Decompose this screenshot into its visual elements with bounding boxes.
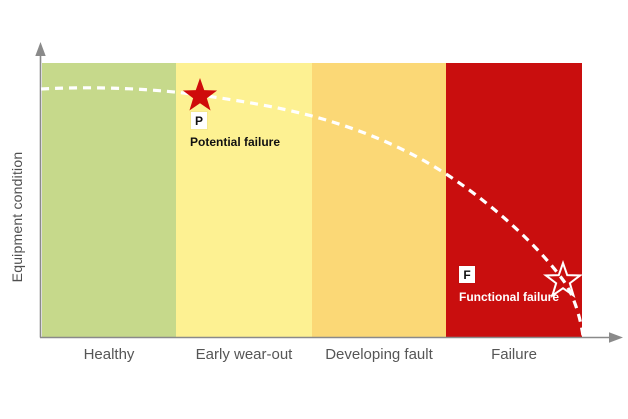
potential-failure-marker-badge: P <box>191 112 207 129</box>
functional-failure-marker-badge: F <box>459 266 475 283</box>
x-axis-label-developing-fault: Developing fault <box>325 346 433 363</box>
zone-developing-fault <box>312 63 446 337</box>
functional-failure-label: Functional failure <box>459 290 560 304</box>
y-axis-arrow-icon <box>35 42 46 56</box>
degradation-curve <box>40 86 585 337</box>
functional-failure-star-icon <box>542 259 584 299</box>
zone-healthy <box>42 63 176 337</box>
potential-failure-star-icon <box>182 78 218 111</box>
x-axis-label-early-wear-out: Early wear-out <box>195 346 293 363</box>
x-axis-arrow-icon <box>609 332 623 343</box>
x-axis-label-healthy: Healthy <box>83 346 135 363</box>
axes <box>39 53 611 339</box>
x-axis-label-failure: Failure <box>491 346 537 363</box>
y-axis-label: Equipment condition <box>9 151 25 283</box>
zone-early-wear-out <box>176 63 312 337</box>
potential-failure-label: Potential failure <box>190 135 281 149</box>
